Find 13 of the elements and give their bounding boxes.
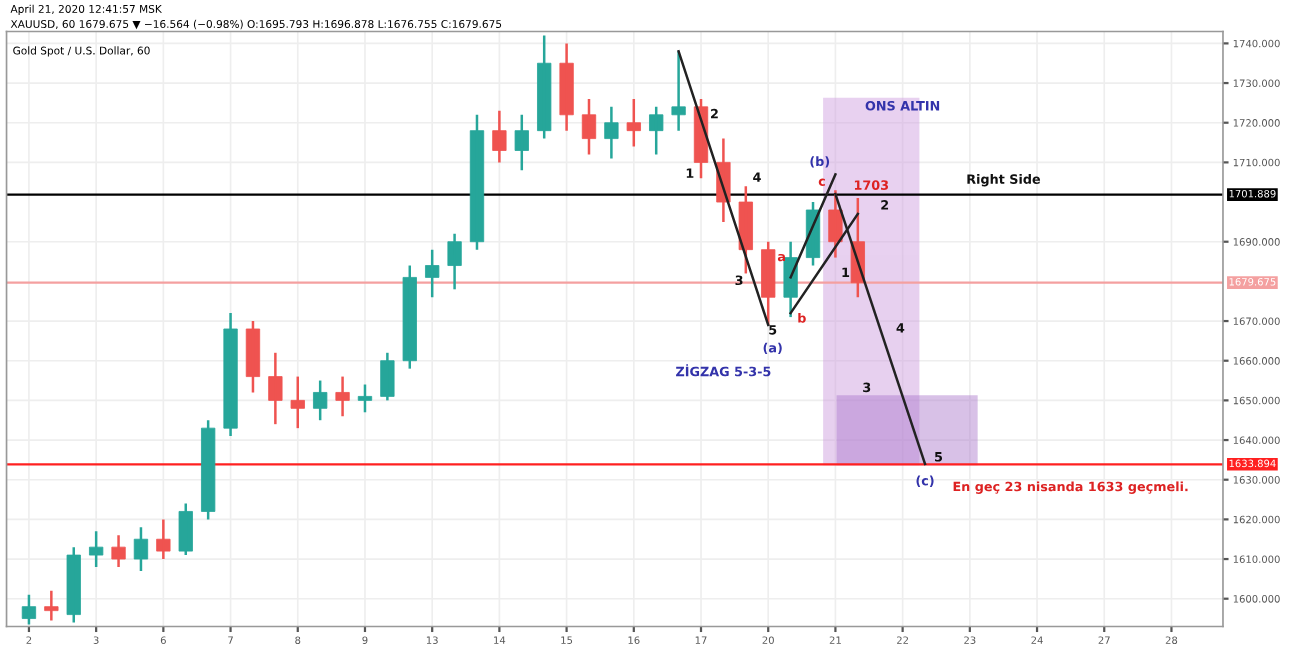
- candlestick: [89, 530, 104, 569]
- candlestick: [111, 534, 126, 569]
- candlestick: [290, 375, 305, 430]
- candlestick: [402, 264, 417, 370]
- candlestick: [761, 240, 776, 327]
- candlestick: [178, 502, 193, 557]
- candlestick: [626, 97, 641, 148]
- candlestick: [649, 105, 664, 156]
- candlestick: [425, 248, 440, 299]
- candlestick: [537, 34, 552, 140]
- candlestick: [313, 379, 328, 422]
- candlestick: [514, 113, 529, 172]
- candlestick: [201, 418, 216, 521]
